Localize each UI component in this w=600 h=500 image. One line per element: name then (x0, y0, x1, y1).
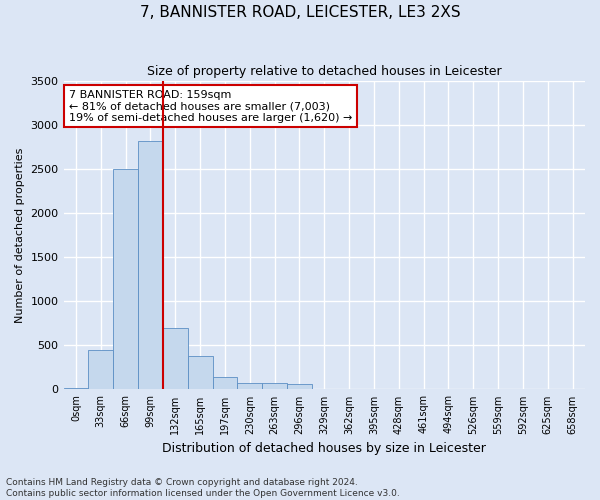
Y-axis label: Number of detached properties: Number of detached properties (15, 148, 25, 322)
Bar (88, 350, 113, 390)
Bar (64, 388, 88, 390)
Text: 7 BANNISTER ROAD: 159sqm
← 81% of detached houses are smaller (7,003)
19% of sem: 7 BANNISTER ROAD: 159sqm ← 81% of detach… (69, 90, 352, 123)
Bar (212, 377, 238, 390)
Bar (188, 356, 212, 390)
Bar (138, 140, 163, 390)
Text: 7, BANNISTER ROAD, LEICESTER, LE3 2XS: 7, BANNISTER ROAD, LEICESTER, LE3 2XS (140, 5, 460, 20)
Text: Contains HM Land Registry data © Crown copyright and database right 2024.
Contai: Contains HM Land Registry data © Crown c… (6, 478, 400, 498)
Bar (113, 169, 138, 390)
Bar (238, 383, 262, 390)
Bar (287, 384, 312, 390)
Title: Size of property relative to detached houses in Leicester: Size of property relative to detached ho… (147, 65, 502, 78)
X-axis label: Distribution of detached houses by size in Leicester: Distribution of detached houses by size … (163, 442, 486, 455)
Bar (262, 384, 287, 390)
Bar (163, 328, 188, 390)
